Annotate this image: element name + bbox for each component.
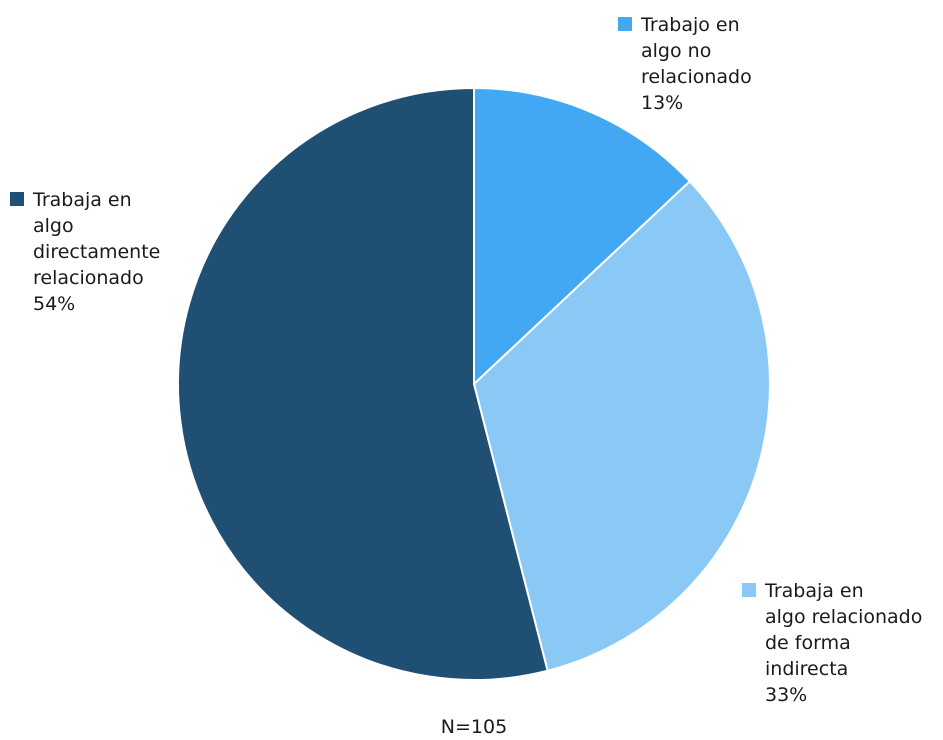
slice-label-line-2-1: algo [33, 215, 74, 237]
slice-label-line-0-2: relacionado [641, 66, 752, 88]
pie-slice-2 [177, 86, 549, 681]
slice-value-label-0: 13% [641, 92, 683, 114]
slice-label-1: Trabaja en algo relacionado de forma indire… [742, 580, 922, 706]
slice-label-line-1-1: algo relacionado [765, 606, 922, 628]
slice-label-line-1-2: de forma [765, 632, 851, 654]
legend-swatch-2 [10, 192, 24, 206]
pie-slice-0 [473, 86, 692, 387]
legend-swatch-0 [618, 17, 632, 31]
legend-swatch-1 [742, 583, 756, 597]
slice-label-line-2-2: directamente [33, 241, 160, 263]
slice-label-line-0-0: Trabajo en [640, 14, 740, 36]
sample-size-note: N=105 [441, 716, 507, 738]
slice-label-line-1-3: indirecta [765, 658, 848, 680]
slice-label-line-2-0: Trabaja en [32, 189, 132, 211]
slice-label-2: Trabaja en algo directamente relacionado 54% [10, 189, 160, 315]
slice-label-line-1-0: Trabaja en [764, 580, 864, 602]
pie-slices [177, 86, 771, 681]
slice-value-label-2: 54% [33, 293, 75, 315]
slice-label-line-0-1: algo no [641, 40, 711, 62]
slice-value-label-1: 33% [765, 684, 807, 706]
pie-slice-1 [472, 179, 771, 672]
slice-label-line-2-3: relacionado [33, 267, 144, 289]
slice-label-0: Trabajo en algo no relacionado 13% [618, 14, 752, 114]
slice-labels: Trabajo en algo no relacionado 13% Trabaja e… [10, 14, 922, 706]
